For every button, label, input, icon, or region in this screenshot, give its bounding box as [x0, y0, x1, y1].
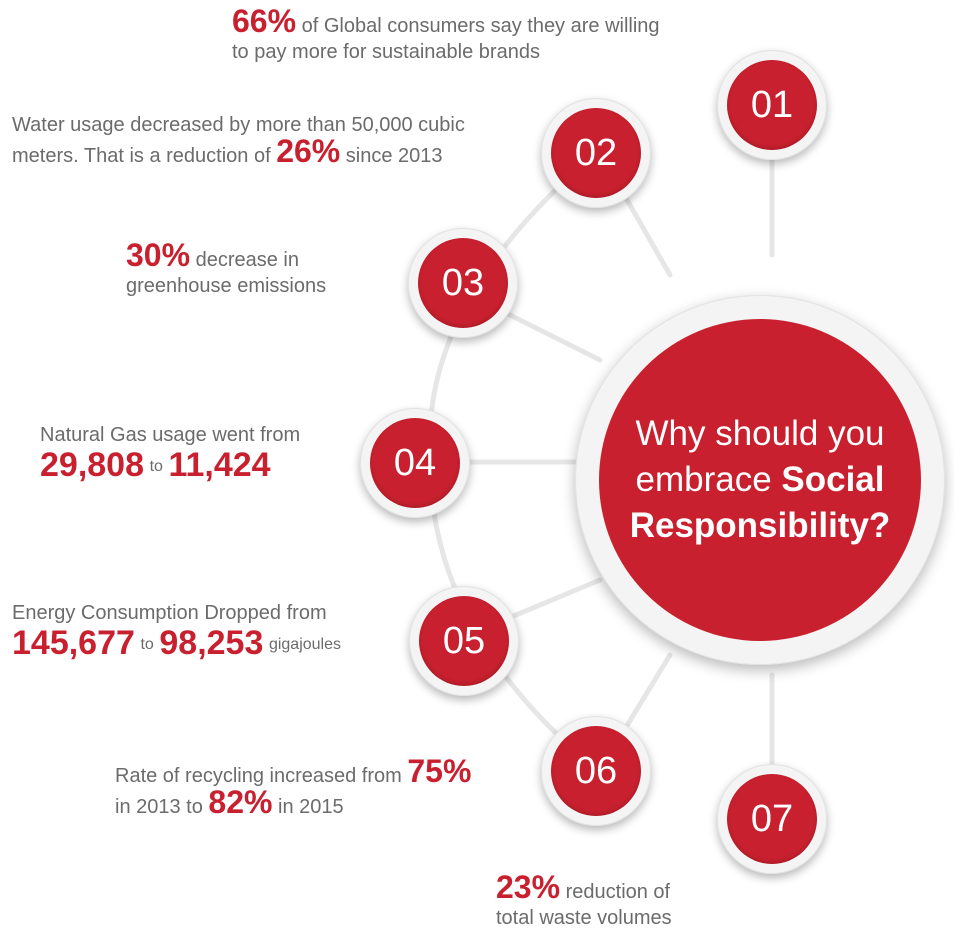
fact-03-text2: greenhouse emissions	[126, 275, 327, 297]
fact-04-value: 11,424	[168, 446, 271, 484]
fact-05-unit: gigajoules	[268, 636, 341, 653]
fact-05-value: 98,253	[159, 624, 264, 662]
node-05-label: 05	[419, 596, 509, 686]
fact-02-text2-pre: meters. That is a reduction of	[12, 145, 277, 167]
hub-line-1: Why should you	[635, 414, 885, 453]
node-02: 02	[541, 98, 651, 208]
fact-02-text1: Water usage decreased by more than 50,00…	[12, 114, 465, 136]
fact-04-text1: Natural Gas usage went from	[40, 424, 301, 446]
node-06: 06	[541, 716, 651, 826]
hub-inner: Why should you embrace Social Responsibi…	[599, 319, 921, 641]
node-06-label: 06	[551, 726, 641, 816]
node-03-label: 03	[418, 238, 508, 328]
hub-line-2: embrace Social	[635, 457, 884, 503]
fact-06-text2-pre: in 2013 to	[115, 796, 209, 818]
fact-07-text1: reduction of	[560, 881, 671, 903]
fact-05: Energy Consumption Dropped from 145,677 …	[12, 600, 341, 661]
fact-01-text2: to pay more for sustainable brands	[232, 41, 540, 63]
hub-circle: Why should you embrace Social Responsibi…	[575, 295, 945, 665]
node-01-label: 01	[727, 60, 817, 150]
node-02-label: 02	[551, 108, 641, 198]
fact-01-text1: of Global consumers say they are willing	[296, 15, 660, 37]
node-05: 05	[409, 586, 519, 696]
fact-05-from: 145,677	[12, 624, 135, 662]
fact-03: 30% decrease in greenhouse emissions	[126, 239, 327, 299]
fact-05-text1: Energy Consumption Dropped from	[12, 602, 327, 624]
fact-02: Water usage decreased by more than 50,00…	[12, 112, 465, 169]
fact-04-from: 29,808	[40, 446, 144, 484]
fact-04-to: to	[149, 458, 163, 475]
fact-06: Rate of recycling increased from 75% in …	[115, 755, 471, 820]
fact-06-text1-pre: Rate of recycling increased from	[115, 765, 408, 787]
hub-line-3: Responsibility?	[629, 506, 891, 545]
node-01: 01	[717, 50, 827, 160]
fact-04: Natural Gas usage went from 29,808 to 11…	[40, 422, 300, 483]
fact-05-to: to	[140, 636, 154, 653]
fact-06-pct1: 75%	[407, 753, 472, 789]
fact-03-pct: 30%	[126, 237, 191, 273]
node-07-label: 07	[727, 774, 817, 864]
hub-line-2-plain: embrace	[635, 460, 772, 499]
fact-07-text2: total waste volumes	[496, 907, 672, 929]
fact-06-text2-post: in 2015	[272, 796, 344, 818]
fact-01: 66% of Global consumers say they are wil…	[232, 5, 660, 65]
hub-line-2-bold: Social	[781, 460, 885, 499]
fact-01-pct: 66%	[232, 3, 297, 39]
node-04-label: 04	[370, 418, 460, 508]
fact-02-pct: 26%	[276, 133, 341, 169]
fact-07-pct: 23%	[496, 869, 561, 905]
node-03: 03	[408, 228, 518, 338]
node-07: 07	[717, 764, 827, 874]
fact-03-text1: decrease in	[190, 249, 300, 271]
fact-02-text2-post: since 2013	[340, 145, 443, 167]
fact-07: 23% reduction of total waste volumes	[496, 871, 672, 931]
node-04: 04	[360, 408, 470, 518]
fact-06-pct2: 82%	[208, 784, 273, 820]
